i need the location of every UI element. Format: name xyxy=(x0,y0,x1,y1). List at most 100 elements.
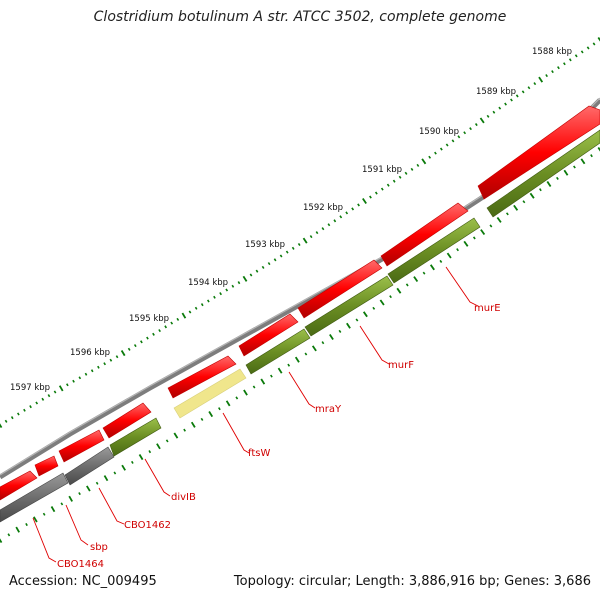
ruler-label-1592kbp: 1592 kbp xyxy=(303,203,343,213)
forward-cds-arrow xyxy=(102,402,152,439)
gene-label-ftsW: ftsW xyxy=(248,448,270,459)
inner-ring-tick xyxy=(235,396,239,400)
ruler-tick xyxy=(498,106,502,110)
inner-ring-tick xyxy=(546,181,552,187)
ruler-tick xyxy=(374,191,378,195)
ruler-tick xyxy=(416,163,420,167)
reverse-cds-green xyxy=(109,417,162,457)
inner-ring-tick xyxy=(287,363,291,367)
inner-ring-tick xyxy=(573,165,576,169)
inner-ring-tick xyxy=(0,538,3,544)
ruler-tick xyxy=(315,231,319,235)
ruler-label-1591kbp: 1591 kbp xyxy=(362,165,402,175)
gene-label-sbp: sbp xyxy=(90,542,108,553)
inner-ring-tick xyxy=(321,341,325,345)
inner-ring-tick xyxy=(563,169,569,176)
ruler-tick xyxy=(380,187,384,191)
inner-ring-tick xyxy=(396,287,402,294)
inner-ring-tick xyxy=(243,389,248,396)
ruler-tick xyxy=(521,90,525,94)
inner-ring-tick xyxy=(208,411,214,418)
ruler-label-1594kbp: 1594 kbp xyxy=(188,278,228,288)
forward-cds-arrow xyxy=(0,470,38,501)
ruler-tick xyxy=(115,355,119,359)
ruler-tick xyxy=(237,281,241,285)
inner-ring-tick xyxy=(173,432,179,439)
ruler-tick xyxy=(10,416,14,420)
ruler-tick xyxy=(267,262,271,266)
inner-ring-tick xyxy=(580,158,586,165)
ruler-tick xyxy=(249,273,253,277)
inner-ring-tick xyxy=(294,356,300,363)
leader-CBO1462 xyxy=(98,487,125,525)
ruler-tick xyxy=(158,329,161,333)
gene-label-divIB: divIB xyxy=(171,492,196,503)
ruler-label-1588kbp: 1588 kbp xyxy=(532,47,572,57)
ruler-tick xyxy=(140,340,143,344)
inner-ring-tick xyxy=(446,252,452,259)
inner-ring-tick xyxy=(362,311,368,318)
ruler-tick xyxy=(321,227,325,231)
accession-text: Accession: NC_009495 xyxy=(9,574,157,589)
reverse-cds-green xyxy=(304,275,394,337)
inner-ring-tick xyxy=(113,471,117,475)
ruler-tick xyxy=(492,110,496,114)
inner-ring-tick xyxy=(597,146,600,152)
ruler-tick xyxy=(309,235,313,239)
leader-sbp xyxy=(65,504,89,546)
ruler-tick xyxy=(574,54,578,58)
ruler-tick xyxy=(404,171,408,175)
ruler-tick xyxy=(58,385,64,392)
ruler-tick xyxy=(72,379,75,383)
inner-ring-tick xyxy=(372,306,376,310)
ruler-tick xyxy=(568,58,572,62)
ruler-tick xyxy=(194,306,198,310)
ruler-tick xyxy=(273,258,277,262)
inner-ring-tick xyxy=(413,276,419,283)
ruler-tick xyxy=(225,288,229,292)
ruler-tick xyxy=(29,405,32,409)
reverse-cds-grey xyxy=(64,446,115,486)
inner-ring-tick xyxy=(148,450,152,454)
forward-cds-arrow xyxy=(238,313,299,357)
ruler-tick xyxy=(242,275,248,282)
inner-ring-tick xyxy=(103,475,109,482)
ruler-tick xyxy=(181,312,187,319)
ruler-tick xyxy=(176,317,180,321)
reverse-cds-green xyxy=(245,328,311,375)
ruler-label-1597kbp: 1597 kbp xyxy=(10,383,50,393)
leader-mraY xyxy=(288,371,316,409)
inner-ring-tick xyxy=(529,192,535,199)
ruler-tick xyxy=(188,310,192,314)
ruler-tick xyxy=(486,114,490,118)
ruler-tick xyxy=(97,365,100,369)
forward-cds-arrow xyxy=(34,455,59,477)
ruler-tick xyxy=(200,303,204,307)
ruler-tick xyxy=(302,237,308,244)
ruler-tick xyxy=(510,98,513,102)
ruler-tick xyxy=(392,179,396,183)
forward-cds-arrow xyxy=(477,105,600,200)
ruler-label-1595kbp: 1595 kbp xyxy=(129,314,169,324)
ruler-tick xyxy=(285,250,289,254)
inner-ring-tick xyxy=(311,345,317,352)
inner-ring-tick xyxy=(489,224,493,228)
inner-ring-tick xyxy=(505,212,509,216)
inner-ring-tick xyxy=(131,460,134,464)
forward-cds-arrow xyxy=(380,202,469,267)
ruler-tick xyxy=(504,102,507,106)
topology-summary-text: Topology: circular; Length: 3,886,916 bp… xyxy=(233,574,591,589)
inner-ring-tick xyxy=(389,295,392,299)
ruler-tick xyxy=(291,246,295,250)
ruler-tick xyxy=(545,74,548,78)
ruler-tick xyxy=(23,408,26,412)
inner-ring-tick xyxy=(456,248,459,252)
inner-ring-tick xyxy=(270,374,273,378)
inner-ring-tick xyxy=(60,502,64,506)
ruler-tick xyxy=(597,36,600,42)
ruler-tick xyxy=(557,66,560,70)
inner-tick-marks xyxy=(0,146,600,544)
inner-ring-tick xyxy=(156,443,161,450)
ruler-tick xyxy=(586,46,590,50)
ruler-tick xyxy=(133,344,137,348)
